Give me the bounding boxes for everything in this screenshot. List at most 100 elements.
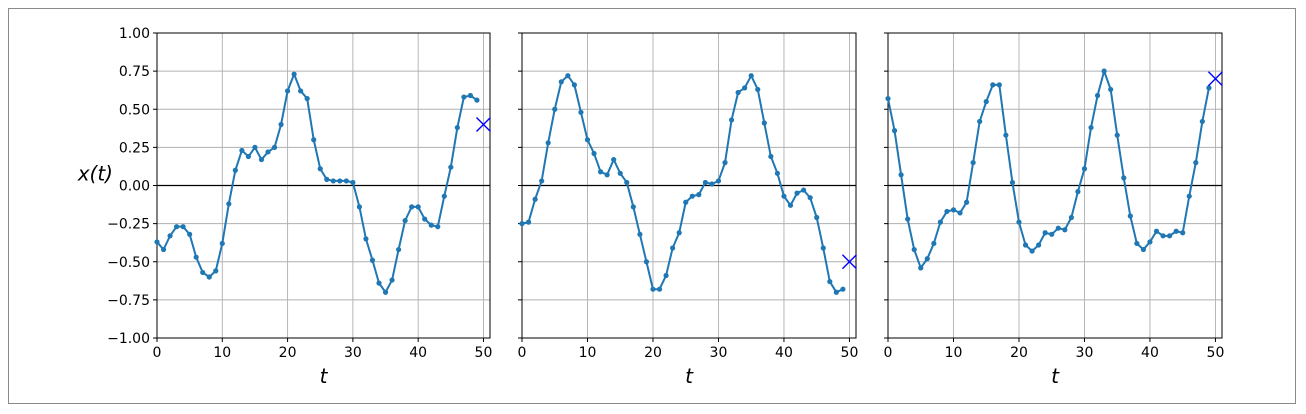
data-point <box>748 73 754 79</box>
data-point <box>617 170 623 176</box>
data-point <box>905 216 911 222</box>
data-point <box>781 193 787 199</box>
x-tick-label: 0 <box>153 345 162 361</box>
x-tick-label: 50 <box>841 345 859 361</box>
data-point <box>265 149 271 155</box>
data-point <box>768 153 774 160</box>
data-point <box>1206 85 1212 91</box>
data-point <box>428 222 434 228</box>
data-point <box>794 190 800 196</box>
y-tick-label: 0.50 <box>119 102 150 118</box>
data-point <box>1127 213 1133 219</box>
data-point <box>284 88 291 94</box>
data-point <box>604 172 610 178</box>
data-point <box>291 71 297 77</box>
data-point <box>709 181 715 187</box>
data-point <box>519 221 525 227</box>
data-point <box>643 259 650 265</box>
data-point <box>1180 230 1186 236</box>
data-point <box>702 179 708 186</box>
data-point <box>950 207 957 213</box>
data-point <box>545 140 551 146</box>
data-point <box>970 160 976 166</box>
x-tick-label: 50 <box>475 345 493 361</box>
x-tick-label: 0 <box>884 345 893 361</box>
data-point <box>833 289 839 295</box>
data-point <box>213 268 219 274</box>
data-point <box>761 120 767 126</box>
data-point <box>539 178 545 184</box>
y-tick-label: −0.25 <box>107 217 150 233</box>
x-tick-label: 20 <box>1010 345 1028 361</box>
data-point <box>722 160 728 166</box>
data-point <box>409 204 415 210</box>
target-marker <box>841 254 857 270</box>
data-point <box>957 210 963 216</box>
data-point <box>337 178 343 184</box>
data-point <box>578 109 584 115</box>
data-point <box>219 240 225 247</box>
data-point <box>369 257 376 263</box>
y-tick-label: 0.00 <box>119 179 150 195</box>
data-point <box>944 208 950 215</box>
data-point <box>278 121 284 128</box>
data-point <box>696 192 702 198</box>
series-line <box>521 73 844 294</box>
data-point <box>891 128 898 134</box>
data-point <box>200 269 206 276</box>
data-point <box>637 231 643 237</box>
data-point <box>154 239 160 245</box>
data-point <box>1140 246 1147 253</box>
figure-frame <box>8 8 1296 404</box>
data-point <box>1101 68 1107 74</box>
data-point <box>298 88 304 94</box>
chart-panel-1: 0 10 20 30 40 50 −1.00 −0.75 −0.50 −0.25 0.00 0.25 0… <box>77 26 493 388</box>
x-tick-label: 10 <box>213 345 231 361</box>
data-point <box>1114 132 1120 138</box>
chart-panel-2: 0 10 20 30 40 50 t <box>518 32 859 388</box>
y-axis-title: x(t) <box>77 162 113 186</box>
x-tick-label: 30 <box>710 345 728 361</box>
data-point <box>801 187 807 193</box>
data-point <box>983 99 989 105</box>
data-point <box>630 204 636 210</box>
data-point <box>441 193 447 199</box>
x-tick-label: 40 <box>1141 345 1159 361</box>
data-point <box>963 199 970 205</box>
y-tick-label: 0.25 <box>119 140 150 156</box>
data-point <box>931 240 937 247</box>
data-point <box>173 224 180 230</box>
data-point <box>1003 132 1009 138</box>
data-point <box>683 199 689 205</box>
data-point <box>1036 242 1042 248</box>
data-point <box>1121 175 1127 181</box>
data-point <box>271 144 278 150</box>
data-point <box>689 193 695 199</box>
data-point <box>552 106 558 112</box>
data-point <box>807 195 813 201</box>
data-point <box>317 166 323 172</box>
x-tick-label: 50 <box>1207 345 1225 361</box>
data-point <box>1042 230 1048 236</box>
data-point <box>840 286 846 292</box>
data-point <box>990 82 996 88</box>
data-point <box>180 224 186 230</box>
data-point <box>402 217 408 224</box>
data-point <box>1022 242 1029 248</box>
data-point <box>252 144 258 150</box>
series-line <box>156 71 478 295</box>
data-point <box>474 97 480 103</box>
data-point <box>382 289 389 295</box>
data-point <box>755 86 761 93</box>
data-point <box>670 245 676 251</box>
data-point <box>245 153 252 160</box>
data-point <box>820 245 826 251</box>
data-point <box>1147 239 1153 245</box>
data-point <box>389 277 395 283</box>
data-point <box>787 202 794 208</box>
data-point <box>996 82 1002 88</box>
data-point <box>774 170 781 176</box>
data-point <box>467 92 474 99</box>
data-point <box>742 85 748 91</box>
